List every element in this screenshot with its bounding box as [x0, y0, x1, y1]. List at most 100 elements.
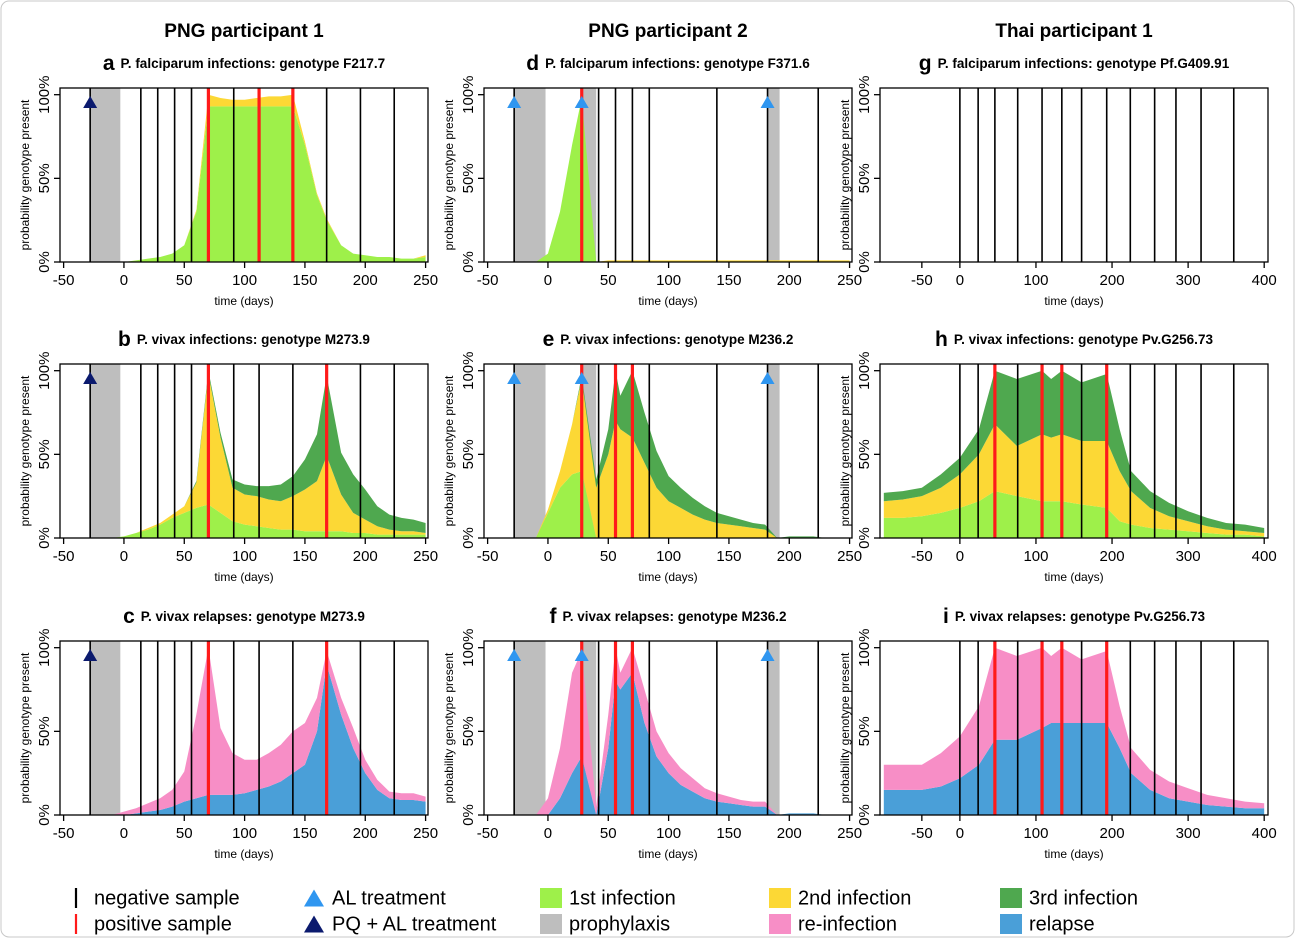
y-tick-label: 0% — [856, 527, 873, 549]
y-tick-label: 0% — [36, 251, 53, 273]
al-treatment — [574, 649, 589, 661]
panel-letter: d — [526, 52, 539, 75]
al-treatment — [507, 649, 522, 661]
x-tick-label: -50 — [911, 548, 933, 565]
prophylaxis — [514, 641, 546, 815]
panel: d P. falciparum infections: genotype F371… — [442, 52, 862, 309]
panel-title: d P. falciparum infections: genotype F371… — [526, 52, 810, 75]
x-tick-label: 200 — [353, 272, 378, 289]
y-tick-label: 50% — [856, 163, 873, 193]
pq-al-treatment — [83, 372, 98, 384]
panel-title-text: P. falciparum infections: genotype F217.… — [121, 56, 386, 71]
x-tick-label: 250 — [837, 548, 862, 565]
x-tick-label: 300 — [1176, 825, 1201, 842]
x-axis-label: time (days) — [1044, 847, 1103, 861]
x-axis-label: time (days) — [1044, 570, 1103, 584]
y-axis-label: probability genotype present — [442, 99, 456, 250]
x-tick-label: 400 — [1252, 825, 1277, 842]
x-tick-label: -50 — [53, 548, 75, 565]
prophylaxis — [767, 641, 780, 815]
panel-letter: i — [943, 605, 949, 628]
panel: c P. vivax relapses: genotype M273.9 -50 0 5… — [18, 605, 438, 862]
x-axis-label: time (days) — [638, 847, 697, 861]
panel-title-text: P. falciparum infections: genotype F371.… — [545, 56, 810, 71]
x-tick-label: 0 — [544, 548, 552, 565]
x-tick-label: 100 — [656, 825, 681, 842]
prophylaxis — [514, 88, 546, 262]
panel-letter: g — [919, 52, 932, 75]
x-tick-label: 200 — [1100, 825, 1125, 842]
panel-title-text: P. vivax relapses: genotype M236.2 — [562, 609, 786, 624]
y-tick-label: 0% — [856, 251, 873, 273]
x-tick-label: -50 — [477, 272, 499, 289]
legend-label: positive sample — [94, 913, 232, 935]
legend-box — [1000, 888, 1022, 908]
x-tick-label: 150 — [292, 272, 317, 289]
y-axis-label: probability genotype present — [838, 99, 852, 250]
pq-al-treatment — [83, 96, 98, 108]
panel-letter: c — [123, 605, 135, 628]
y-axis-label: probability genotype present — [838, 652, 852, 803]
al-treatment — [760, 372, 775, 384]
y-tick-label: 50% — [460, 439, 477, 469]
x-tick-label: 150 — [292, 825, 317, 842]
y-tick-label: 0% — [36, 804, 53, 826]
area — [487, 647, 850, 815]
x-tick-label: 0 — [956, 548, 964, 565]
legend-box — [1000, 914, 1022, 934]
x-tick-label: 0 — [956, 825, 964, 842]
x-tick-label: 100 — [232, 825, 257, 842]
legend-label: relapse — [1029, 913, 1095, 935]
x-tick-label: 100 — [1023, 272, 1048, 289]
y-axis-label: probability genotype present — [18, 652, 32, 803]
panel: a P. falciparum infections: genotype F217… — [18, 52, 438, 309]
legend-label: 2nd infection — [798, 887, 911, 909]
panel-title: c P. vivax relapses: genotype M273.9 — [123, 605, 365, 628]
panel-letter: a — [103, 52, 115, 75]
area — [63, 370, 426, 538]
al-treatment — [760, 96, 775, 108]
legend-label: AL treatment — [332, 887, 446, 909]
panel-title-text: P. vivax relapses: genotype M273.9 — [141, 609, 365, 624]
area — [883, 370, 1265, 533]
y-tick-label: 50% — [460, 163, 477, 193]
x-tick-label: 200 — [1100, 548, 1125, 565]
area — [63, 504, 426, 538]
plot-box — [879, 87, 1269, 263]
panel-title-text: P. vivax infections: genotype M236.2 — [560, 332, 793, 347]
panel-title: e P. vivax infections: genotype M236.2 — [543, 328, 794, 351]
legend-label: 3rd infection — [1029, 887, 1138, 909]
x-tick-label: 150 — [716, 272, 741, 289]
prophylaxis — [90, 641, 121, 815]
x-axis-label: time (days) — [638, 294, 697, 308]
y-tick-label: 0% — [36, 527, 53, 549]
area — [883, 424, 1265, 537]
panel: b P. vivax infections: genotype M273.9 -50… — [18, 328, 438, 585]
panel: e P. vivax infections: genotype M236.2 -50… — [442, 328, 862, 585]
x-axis-label: time (days) — [214, 570, 273, 584]
x-tick-label: 200 — [353, 548, 378, 565]
y-tick-label: 100% — [460, 352, 477, 390]
x-tick-label: 0 — [120, 825, 128, 842]
legend-label: re-infection — [798, 913, 897, 935]
panel-title: h P. vivax infections: genotype Pv.G256.7… — [935, 328, 1213, 351]
column-header: PNG participant 2 — [588, 21, 747, 42]
area — [63, 374, 426, 538]
x-tick-label: 200 — [777, 272, 802, 289]
area — [487, 672, 850, 815]
prophylaxis — [767, 364, 780, 538]
panel-title-text: P. vivax infections: genotype Pv.G256.73 — [954, 332, 1214, 347]
y-axis-label: probability genotype present — [442, 375, 456, 526]
panel-title: f P. vivax relapses: genotype M236.2 — [549, 605, 786, 628]
x-tick-label: 200 — [1100, 272, 1125, 289]
al-treatment — [507, 372, 522, 384]
x-tick-label: 100 — [656, 548, 681, 565]
x-tick-label: -50 — [911, 825, 933, 842]
y-tick-label: 0% — [856, 804, 873, 826]
y-tick-label: 100% — [36, 629, 53, 667]
panel-title-text: P. vivax infections: genotype M273.9 — [137, 332, 370, 347]
x-tick-label: 200 — [777, 825, 802, 842]
x-tick-label: 50 — [600, 272, 617, 289]
x-tick-label: 200 — [353, 825, 378, 842]
